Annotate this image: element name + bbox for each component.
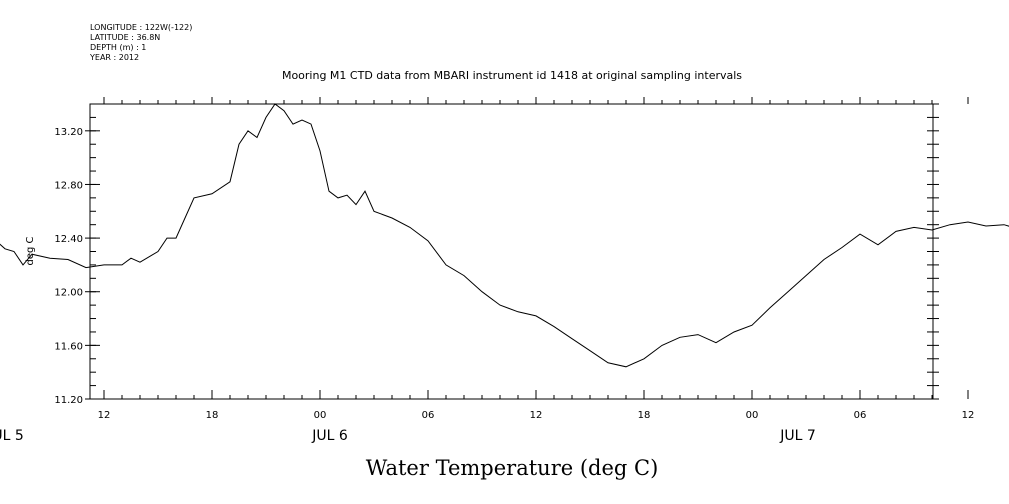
y-tick-label: 12.40 xyxy=(54,234,83,245)
x-tick-label: 00 xyxy=(314,410,327,421)
chart-title: Mooring M1 CTD data from MBARI instrumen… xyxy=(282,69,742,82)
y-tick-label: 12.80 xyxy=(54,180,83,191)
y-tick-label: 12.00 xyxy=(54,288,83,299)
x-tick-label: 18 xyxy=(638,410,651,421)
longitude-label: LONGITUDE : 122W(-122) xyxy=(90,23,192,32)
plot-frame xyxy=(89,103,934,400)
latitude-label: LATITUDE : 36.8N xyxy=(90,33,160,42)
depth-label: DEPTH (m) : 1 xyxy=(90,43,146,52)
day-label: JUL 5 xyxy=(0,428,24,444)
chart-header: LONGITUDE : 122W(-122) LATITUDE : 36.8N … xyxy=(89,23,192,62)
day-label: JUL 7 xyxy=(779,428,816,444)
x-tick-label: 12 xyxy=(962,410,975,421)
series-group xyxy=(0,103,1009,368)
y-tick-label: 11.20 xyxy=(54,395,83,406)
y-axis-label: deg C xyxy=(25,236,36,265)
y-tick-label: 11.60 xyxy=(54,341,83,352)
x-tick-label: 18 xyxy=(206,410,219,421)
day-label: JUL 6 xyxy=(311,428,348,444)
y-axis: 11.20 11.60 12.00 12.40 12.80 13.20 xyxy=(54,103,939,406)
x-tick-label: 00 xyxy=(746,410,759,421)
temperature-series-line xyxy=(0,103,1009,368)
x-axis: 1218000612180006121800061218000612180006… xyxy=(0,97,975,444)
x-tick-label: 12 xyxy=(530,410,543,421)
x-tick-label: 12 xyxy=(98,410,111,421)
year-label: YEAR : 2012 xyxy=(89,53,139,62)
y-tick-label: 13.20 xyxy=(54,127,83,138)
x-tick-label: 06 xyxy=(854,410,867,421)
x-tick-label: 06 xyxy=(422,410,435,421)
x-axis-label: Water Temperature (deg C) xyxy=(366,456,659,480)
